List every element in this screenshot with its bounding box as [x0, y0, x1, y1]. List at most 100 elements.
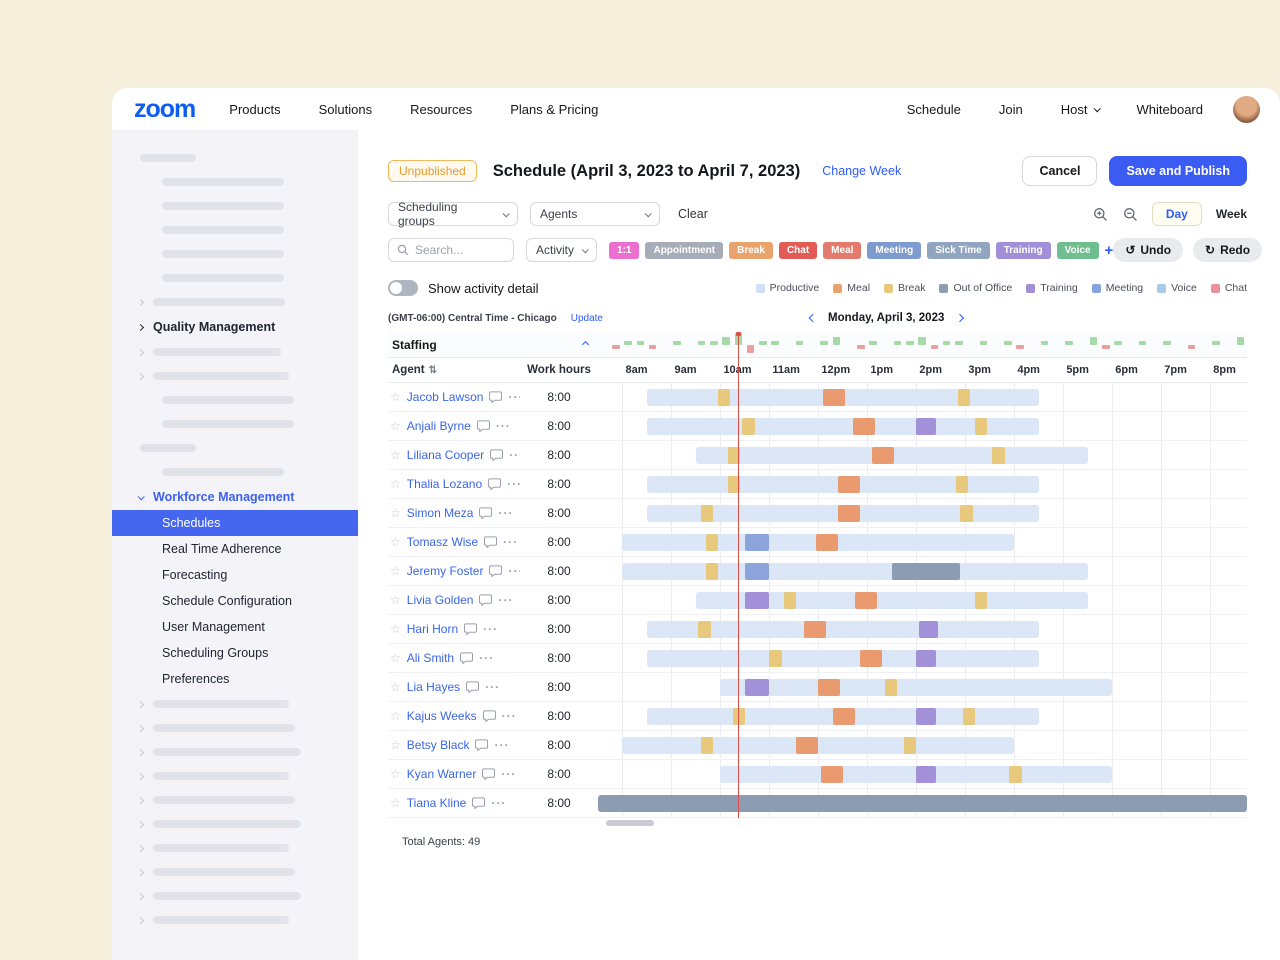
break-segment[interactable]: [705, 563, 718, 580]
chat-icon[interactable]: [489, 391, 503, 403]
clear-filters-link[interactable]: Clear: [678, 207, 708, 221]
break-segment[interactable]: [727, 476, 741, 493]
break-segment[interactable]: [769, 650, 782, 667]
favorite-star-icon[interactable]: ☆: [390, 390, 401, 404]
break-segment[interactable]: [698, 621, 711, 638]
break-segment[interactable]: [732, 708, 745, 725]
change-week-link[interactable]: Change Week: [822, 164, 902, 178]
ooo-segment[interactable]: [891, 563, 961, 580]
meal-segment[interactable]: [803, 621, 826, 638]
training-segment[interactable]: [916, 650, 936, 667]
shift-bar[interactable]: [622, 737, 1015, 754]
save-and-publish-button[interactable]: Save and Publish: [1109, 156, 1247, 186]
favorite-star-icon[interactable]: ☆: [390, 767, 401, 781]
sidebar-item-user-management[interactable]: User Management: [162, 620, 265, 634]
chat-icon[interactable]: [479, 507, 493, 519]
activity-chip-1-1[interactable]: 1:1: [609, 241, 640, 259]
activity-chip-meeting[interactable]: Meeting: [867, 241, 922, 259]
shift-bar[interactable]: [622, 563, 1088, 580]
chat-icon[interactable]: [482, 768, 496, 780]
break-segment[interactable]: [962, 708, 976, 725]
nav-item-resources[interactable]: Resources: [410, 101, 473, 117]
meal-segment[interactable]: [852, 418, 875, 435]
break-segment[interactable]: [705, 534, 718, 551]
training-segment[interactable]: [744, 592, 770, 609]
agent-name-link[interactable]: Ali Smith: [406, 651, 455, 665]
chat-icon[interactable]: [490, 449, 504, 461]
chat-icon[interactable]: [475, 739, 489, 751]
chat-icon[interactable]: [479, 594, 493, 606]
more-options-icon[interactable]: ···: [509, 448, 520, 462]
search-input[interactable]: [415, 243, 505, 257]
activity-chip-training[interactable]: Training: [995, 241, 1051, 259]
zoom-logo[interactable]: zoom: [134, 94, 196, 123]
more-options-icon[interactable]: ···: [498, 593, 514, 607]
favorite-star-icon[interactable]: ☆: [390, 564, 401, 578]
favorite-star-icon[interactable]: ☆: [390, 738, 401, 752]
timezone-update-link[interactable]: Update: [570, 312, 603, 324]
agent-name-link[interactable]: Kajus Weeks: [406, 709, 477, 723]
meal-segment[interactable]: [855, 592, 878, 609]
activity-chip-chat[interactable]: Chat: [778, 241, 818, 259]
add-activity-button[interactable]: +: [1104, 241, 1114, 259]
break-segment[interactable]: [727, 447, 741, 464]
chat-icon[interactable]: [489, 565, 503, 577]
meal-segment[interactable]: [815, 534, 838, 551]
chat-icon[interactable]: [464, 623, 478, 635]
user-avatar[interactable]: [1233, 95, 1260, 123]
training-segment[interactable]: [916, 708, 936, 725]
meal-segment[interactable]: [838, 505, 861, 522]
horizontal-scrollbar[interactable]: [606, 820, 654, 826]
more-options-icon[interactable]: ···: [491, 796, 507, 810]
sidebar-item-preferences[interactable]: Preferences: [162, 672, 230, 686]
meal-segment[interactable]: [823, 389, 846, 406]
shift-bar[interactable]: [646, 650, 1039, 667]
meeting-segment[interactable]: [744, 563, 770, 580]
meal-segment[interactable]: [820, 766, 843, 783]
favorite-star-icon[interactable]: ☆: [390, 419, 401, 433]
agents-dropdown[interactable]: Agents: [530, 202, 660, 226]
break-segment[interactable]: [1009, 766, 1022, 783]
break-segment[interactable]: [992, 447, 1005, 464]
search-box[interactable]: [388, 238, 514, 262]
more-options-icon[interactable]: ···: [495, 419, 511, 433]
meal-segment[interactable]: [833, 708, 856, 725]
more-options-icon[interactable]: ···: [494, 738, 510, 752]
break-segment[interactable]: [960, 505, 973, 522]
break-segment[interactable]: [884, 679, 897, 696]
cancel-button[interactable]: Cancel: [1022, 156, 1098, 186]
agent-name-link[interactable]: Tomasz Wise: [406, 535, 479, 549]
break-segment[interactable]: [958, 389, 971, 406]
previous-day-icon[interactable]: [808, 313, 818, 323]
activity-chip-meal[interactable]: Meal: [823, 241, 862, 259]
training-segment[interactable]: [744, 679, 770, 696]
zoom-out-icon[interactable]: [1120, 203, 1142, 225]
undo-button[interactable]: ↺ Undo: [1113, 238, 1184, 262]
break-segment[interactable]: [955, 476, 968, 493]
nav-item-host[interactable]: Host: [1061, 102, 1101, 117]
agent-name-link[interactable]: Simon Meza: [406, 506, 474, 520]
agent-name-link[interactable]: Jeremy Foster: [406, 564, 484, 578]
agent-name-link[interactable]: Livia Golden: [406, 593, 474, 607]
sidebar-item-schedules[interactable]: Schedules: [112, 510, 358, 536]
training-segment[interactable]: [916, 418, 936, 435]
chat-icon[interactable]: [460, 652, 474, 664]
favorite-star-icon[interactable]: ☆: [390, 622, 401, 636]
favorite-star-icon[interactable]: ☆: [390, 477, 401, 491]
nav-item-products[interactable]: Products: [229, 101, 281, 117]
more-options-icon[interactable]: ···: [503, 535, 519, 549]
break-segment[interactable]: [700, 737, 714, 754]
day-view-toggle[interactable]: Day: [1151, 202, 1202, 226]
break-segment[interactable]: [700, 505, 714, 522]
chat-icon[interactable]: [482, 710, 496, 722]
activity-chip-sick-time[interactable]: Sick Time: [927, 241, 990, 259]
sidebar-item-real-time-adherence[interactable]: Real Time Adherence: [162, 542, 282, 556]
agent-name-link[interactable]: Anjali Byrne: [406, 419, 471, 433]
break-segment[interactable]: [718, 389, 731, 406]
agent-name-link[interactable]: Tiana Kline: [406, 796, 467, 810]
more-options-icon[interactable]: ···: [501, 767, 517, 781]
meal-segment[interactable]: [872, 447, 895, 464]
break-segment[interactable]: [975, 418, 988, 435]
more-options-icon[interactable]: ···: [483, 622, 499, 636]
chat-icon[interactable]: [484, 536, 498, 548]
